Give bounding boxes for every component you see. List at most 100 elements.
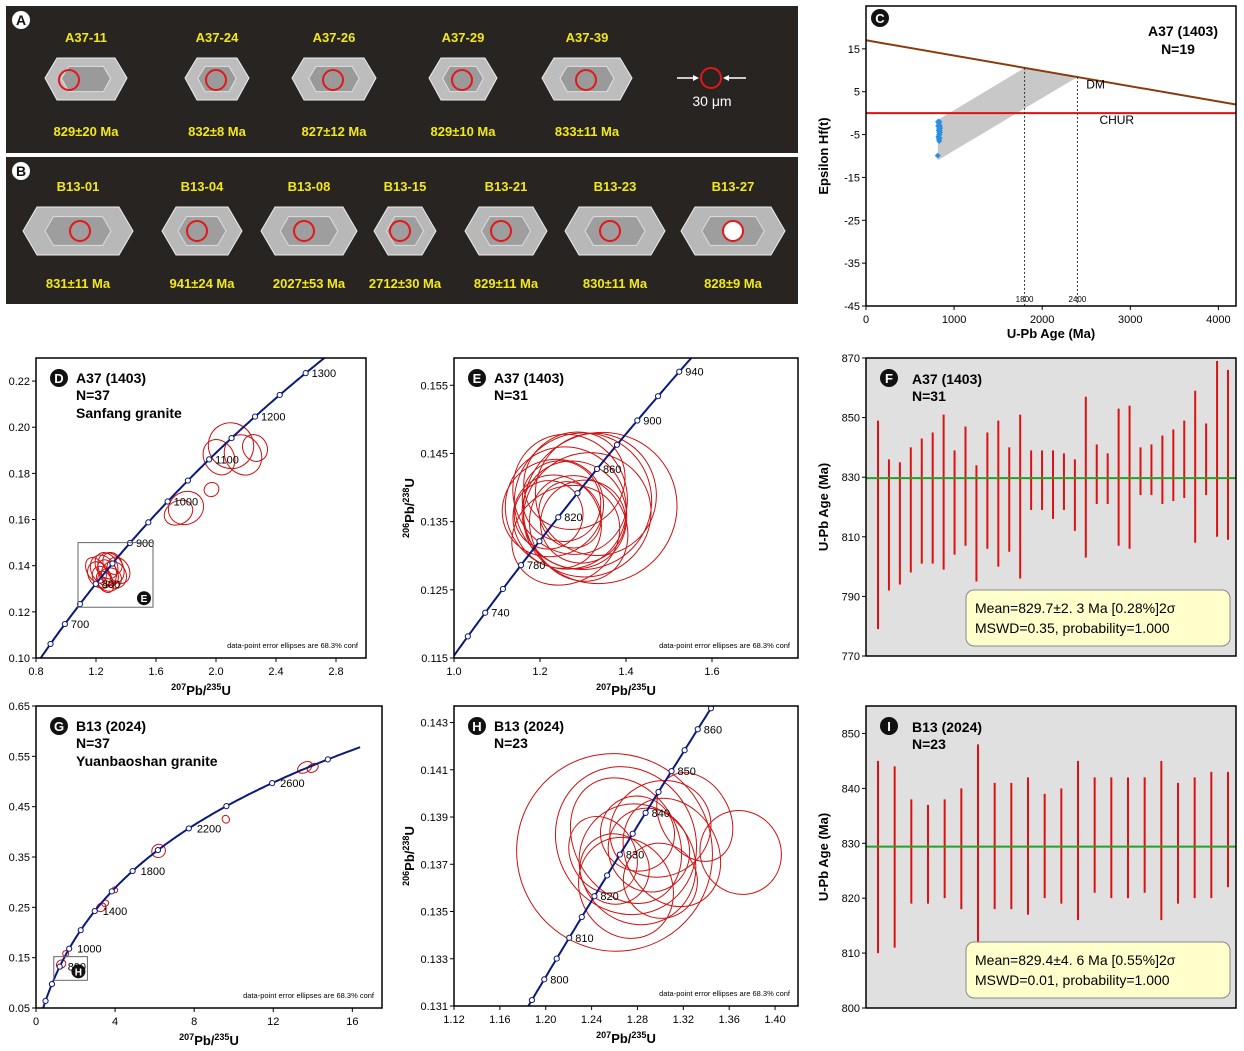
error-ellipse	[622, 797, 722, 908]
y-tick-label: -45	[844, 301, 860, 313]
y-tick-label: -5	[850, 130, 860, 142]
y-tick-label: 770	[842, 651, 860, 663]
chart-subtitle: N=31	[494, 387, 528, 403]
panel-letter: B	[16, 163, 26, 179]
stats-line: MSWD=0.01, probability=1.000	[975, 972, 1170, 988]
grain-age: 831±11 Ma	[46, 276, 111, 291]
dm-line	[866, 39, 1236, 106]
concordia-age-label: 1300	[312, 368, 336, 380]
y-tick-label: 0.133	[420, 954, 448, 966]
concordia-tick	[48, 980, 56, 988]
concordia-tick	[228, 434, 235, 442]
superscript: 207	[596, 1030, 611, 1040]
error-ellipse	[297, 761, 313, 774]
panel-letter: D	[54, 371, 63, 386]
concordia-tick	[566, 934, 573, 941]
error-ellipse	[699, 810, 782, 895]
grain-age: 829±10 Ma	[431, 124, 497, 139]
ellipse-note: data-point error ellipses are 68.3% conf	[243, 991, 375, 1000]
concordia-chart-d: 0.8 1.2 1.6 2.0 2.4 2.8 0.10 0.12 0.14 0.16 0.18 0.…	[9, 357, 367, 698]
base: U	[229, 1033, 238, 1048]
concordia-tick	[694, 726, 701, 733]
zircon-core	[177, 216, 227, 246]
y-tick-label: 850	[842, 413, 860, 425]
x-tick-label: 1.28	[627, 1014, 648, 1026]
grain-age: 828±9 Ma	[704, 276, 762, 291]
concordia-age-label: 700	[71, 619, 89, 631]
x-tick-label: 0	[863, 314, 869, 326]
ellipse-note: data-point error ellipses are 68.3% conf	[659, 641, 791, 650]
grain-age: 830±11 Ma	[583, 276, 648, 291]
plot-area: 700 800 900 1000 1100 1200 1300	[39, 358, 336, 658]
concordia-age-label: 830	[626, 850, 644, 862]
spot-circle	[69, 220, 91, 242]
grain-id: B13-04	[181, 179, 224, 194]
concordia-tick	[668, 767, 675, 775]
x-tick-label: 4000	[1206, 314, 1230, 326]
y-tick-label: 0.20	[9, 422, 30, 434]
zircon-core	[559, 65, 615, 93]
concordia-age-label: 900	[136, 538, 154, 550]
hf-point	[936, 135, 943, 141]
plot-frame	[35, 705, 383, 1009]
concordia-tick	[676, 368, 683, 375]
error-ellipse	[554, 766, 698, 916]
panel-letter-badge	[50, 717, 68, 735]
x-tick-label: 16	[346, 1016, 358, 1028]
model-age-label: 1800	[1016, 295, 1034, 304]
concordia-tick	[616, 851, 623, 858]
inset-box	[53, 956, 88, 981]
chart-title: A37 (1403)	[912, 371, 982, 387]
spot-circle	[389, 220, 411, 242]
superscript: 238	[401, 836, 411, 851]
y-tick-label: 810	[842, 948, 860, 960]
dm-label: DM	[1086, 78, 1105, 92]
y-tick-label: 0.155	[420, 380, 448, 392]
concordia-tick	[634, 417, 641, 424]
inset-letter: E	[141, 594, 148, 605]
error-ellipse	[95, 570, 115, 594]
error-ellipse	[656, 772, 734, 862]
concordia-tick	[129, 867, 136, 875]
hf-isotope-chart-c: 0 1000 2000 3000 4000 -45 -35 -25 -15 -5 5 15 DM CHUR…	[816, 5, 1237, 341]
y-tick-label: 0.45	[9, 802, 30, 814]
concordia-tick	[66, 945, 73, 952]
concordia-tick	[56, 963, 63, 970]
error-ellipse	[163, 499, 194, 526]
concordia-age-label: 820	[564, 512, 582, 524]
error-ellipse	[202, 439, 236, 476]
panel-letter-badge	[880, 717, 898, 735]
plot-area: 800 810 820 830 840 850 860	[516, 706, 782, 1006]
weighted-mean-chart-f: 770 790 810 830 850 870 F A37 (1403)N=31 Mean=82…	[816, 353, 1237, 663]
zircon-core	[385, 216, 425, 246]
y-tick-label: 0.145	[420, 448, 448, 460]
y-tick-label: 15	[848, 44, 860, 56]
y-tick-label: 0.135	[420, 907, 448, 919]
concordia-tick	[604, 872, 611, 879]
concordia-tick	[541, 976, 548, 983]
concordia-age-label: 1400	[103, 906, 127, 918]
stats-line: MSWD=0.35, probability=1.000	[975, 620, 1170, 636]
panel-letter: C	[875, 11, 885, 26]
error-ellipse	[540, 479, 626, 564]
stats-box	[965, 941, 1231, 999]
grain-id: A37-24	[196, 30, 239, 45]
concordia-tick	[47, 640, 54, 648]
concordia-age-label: 2200	[197, 823, 221, 835]
ellipse-note: data-point error ellipses are 68.3% conf	[227, 641, 359, 650]
error-ellipse	[622, 842, 698, 919]
y-tick-label: 0.18	[9, 468, 30, 480]
x-tick-label: 1.2	[532, 666, 547, 678]
chart-subtitle: N=31	[912, 388, 946, 404]
concordia-age-label: 810	[575, 933, 593, 945]
chart-title: B13 (2024)	[912, 719, 982, 735]
concordia-chart-h: 1.12 1.16 1.20 1.24 1.28 1.32 1.36 1.40 0.131 0.1…	[401, 705, 799, 1046]
x-tick-label: 1.40	[764, 1014, 785, 1026]
base: Pb/	[194, 1033, 215, 1048]
error-ellipse	[511, 484, 621, 586]
stats-line: Mean=829.7±2. 3 Ma [0.28%]2σ	[975, 600, 1176, 616]
concordia-tick	[109, 560, 116, 567]
chart-subtitle: N=19	[1161, 41, 1195, 57]
y-tick-label: 0.16	[9, 515, 30, 527]
error-ellipse	[528, 475, 629, 582]
